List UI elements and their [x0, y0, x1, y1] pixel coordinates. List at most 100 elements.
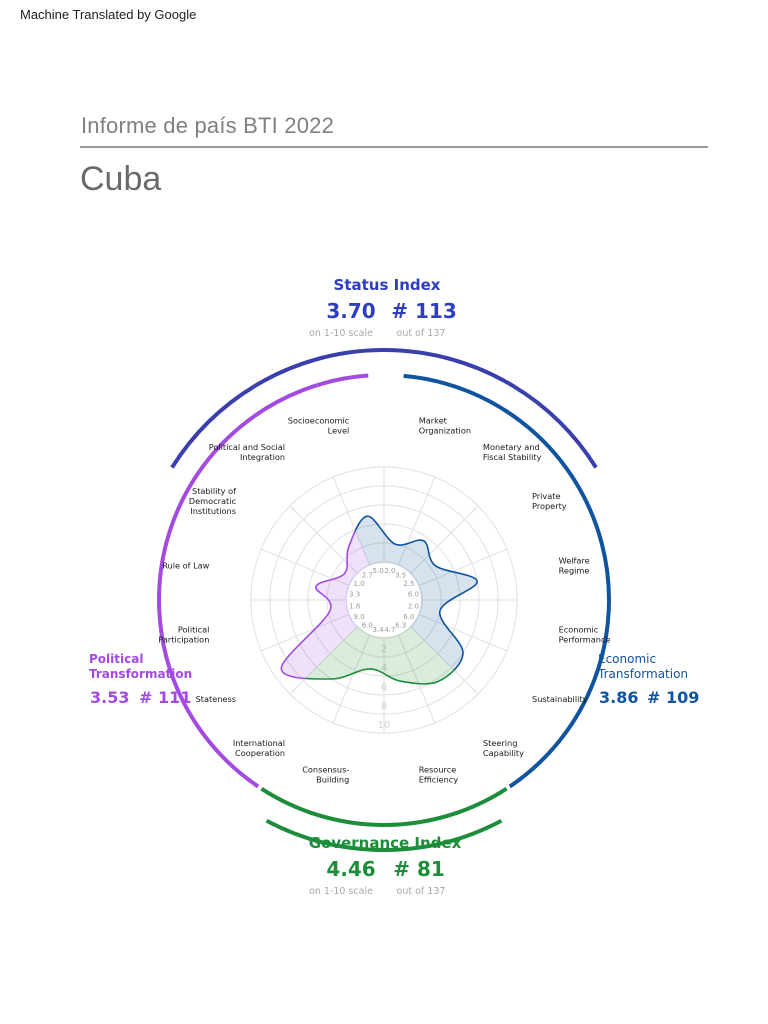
- data-point: [439, 610, 441, 612]
- criterion-label: Economic Performance: [559, 625, 611, 645]
- criterion-label: Resource Efficiency: [419, 765, 459, 785]
- grid-spoke: [397, 634, 436, 724]
- data-point: [394, 543, 396, 545]
- scale-label: 10: [378, 720, 391, 731]
- title-divider: [80, 146, 708, 148]
- economic-outline: [384, 515, 478, 685]
- value-label: 2.7: [362, 572, 373, 580]
- criterion-label: Market Organization: [419, 415, 471, 435]
- data-point: [329, 610, 331, 612]
- status-score-note: on 1-10 scale: [309, 328, 373, 339]
- value-label: 6.0: [362, 621, 373, 629]
- value-label: 1.8: [349, 602, 360, 610]
- data-point: [348, 546, 350, 548]
- status-index-arc: [170, 348, 598, 469]
- governance-index-title: Governance Index: [309, 834, 462, 852]
- status-index-rank: # 113: [391, 299, 456, 323]
- political-score: 3.53: [90, 688, 129, 707]
- grid-spoke: [332, 476, 371, 566]
- radar-fills: [281, 516, 478, 684]
- scale-label: 2: [381, 644, 387, 655]
- grid-spoke: [289, 505, 358, 574]
- governance-index-rank: # 81: [393, 857, 445, 881]
- status-index-score: 3.70: [326, 299, 375, 323]
- status-rank-note: out of 137: [397, 328, 446, 339]
- index-arcs: [157, 348, 611, 852]
- value-label: 2.5: [403, 580, 414, 588]
- value-labels: 2.03.52.56.02.06.06.34.73.46.09.01.83.31…: [349, 567, 419, 634]
- data-point: [369, 668, 371, 670]
- political-transformation-arc: [157, 373, 369, 789]
- value-label: 4.7: [384, 626, 395, 634]
- data-point: [476, 580, 478, 583]
- criterion-label: Stateness: [196, 694, 236, 704]
- political-title-line1: Political: [89, 652, 143, 666]
- criterion-label: International Cooperation: [233, 738, 285, 758]
- grid-spoke: [418, 548, 508, 587]
- data-point: [315, 585, 317, 588]
- machine-translated-label: Machine Translated by Google: [20, 7, 197, 22]
- economic-title-line1: Economic: [598, 652, 656, 666]
- value-label: 1.0: [354, 580, 365, 588]
- grid-spoke: [260, 613, 350, 652]
- economic-score: 3.86: [599, 688, 638, 707]
- criterion-label: Steering Capability: [483, 738, 524, 758]
- data-point: [366, 515, 368, 517]
- data-point: [434, 565, 436, 567]
- country-name: Cuba: [80, 160, 162, 198]
- governance-index-score: 4.46: [326, 857, 375, 881]
- grid-spoke: [410, 626, 479, 695]
- inner-hole: [347, 563, 421, 637]
- grid-spoke: [410, 505, 479, 574]
- data-point: [330, 678, 332, 680]
- economic-area-fill: [384, 516, 478, 684]
- value-label: 6.0: [408, 591, 419, 599]
- grid-spoke: [418, 613, 508, 652]
- criterion-label: Political and Social Integration: [209, 442, 285, 462]
- criterion-label: Welfare Regime: [559, 555, 590, 575]
- grid-spoke: [397, 476, 436, 566]
- status-index-title: Status Index: [334, 276, 441, 294]
- value-label: 3.4: [373, 626, 385, 634]
- criteria-labels: Market Organization Monetary and Fiscal Sta…: [158, 415, 610, 784]
- scale-label: 4: [381, 663, 387, 674]
- governance-inner-arc: [260, 787, 508, 827]
- value-label: 3.3: [349, 591, 360, 599]
- scale-label: 8: [381, 701, 387, 712]
- criterion-label: Stability of Democratic Institutions: [189, 486, 237, 516]
- data-point: [437, 680, 439, 682]
- criterion-label: Rule of Law: [162, 560, 209, 570]
- criterion-label: Private Property: [532, 491, 567, 511]
- value-label: 6.3: [395, 621, 406, 629]
- value-label: 9.0: [354, 613, 365, 621]
- governance-rank-note: out of 137: [397, 886, 446, 897]
- value-label: 2.0: [408, 602, 419, 610]
- political-rank: # 111: [139, 688, 191, 707]
- economic-rank: # 109: [647, 688, 699, 707]
- radar-grid: 2 4 6 8 10: [250, 466, 518, 734]
- data-point: [462, 652, 464, 654]
- data-point: [422, 540, 425, 542]
- criterion-label: Monetary and Fiscal Stability: [483, 442, 542, 462]
- criterion-label: Sustainability: [532, 694, 588, 704]
- value-label: 2.0: [384, 567, 395, 575]
- governance-index-arc: [265, 818, 503, 852]
- scale-label: 6: [381, 682, 387, 693]
- criterion-label: Political Participation: [158, 625, 209, 645]
- data-point: [280, 668, 282, 670]
- radar-outline: [280, 515, 478, 685]
- political-title-line2: Transformation: [89, 667, 192, 681]
- governance-score-note: on 1-10 scale: [309, 886, 373, 897]
- criterion-label: Socioeconomic Level: [288, 415, 350, 435]
- value-label: 3.5: [395, 572, 406, 580]
- data-point: [343, 573, 346, 575]
- economic-transformation-arc: [403, 373, 611, 789]
- value-label: 6.0: [403, 613, 414, 621]
- grid-spoke: [289, 626, 358, 695]
- criterion-label: Consensus-Building: [302, 765, 349, 785]
- report-title: Informe de país BTI 2022: [81, 113, 335, 138]
- economic-title-line2: Transformation: [597, 667, 688, 681]
- grid-spoke: [332, 634, 371, 724]
- data-point: [399, 680, 401, 682]
